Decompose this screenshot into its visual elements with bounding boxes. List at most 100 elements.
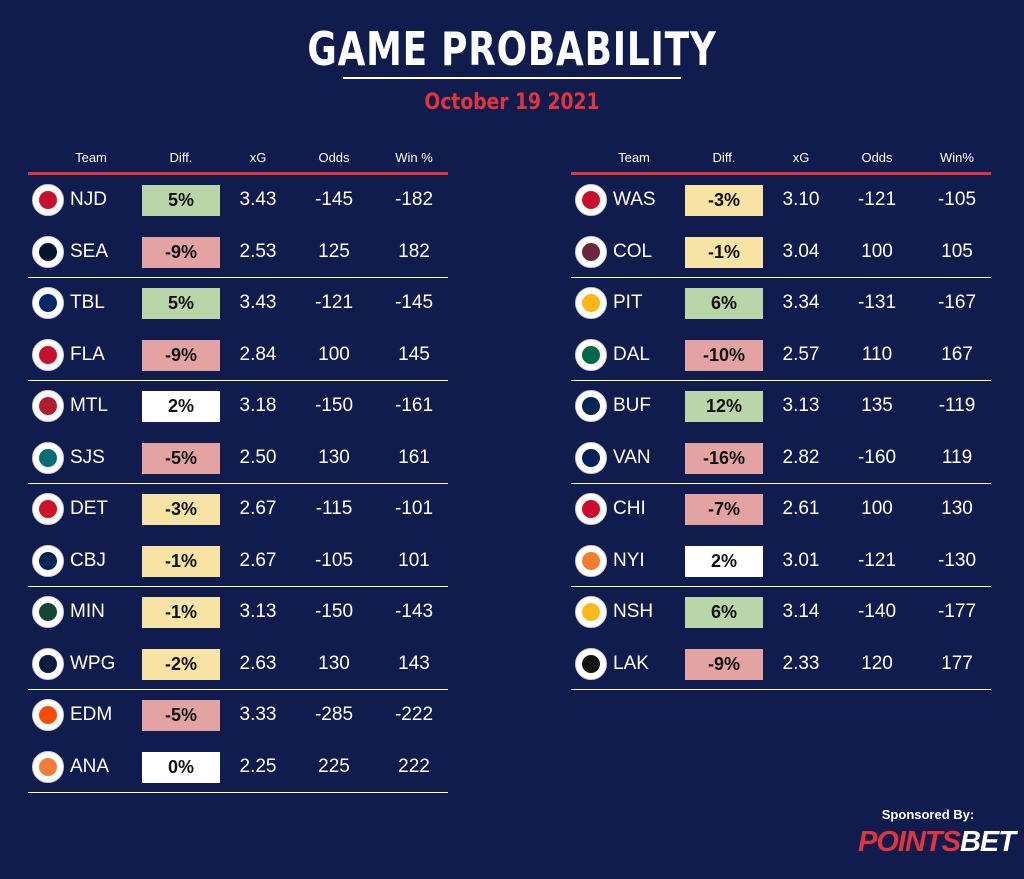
win-value: 182 — [398, 240, 430, 262]
team-abbr: NSH — [613, 601, 654, 622]
xg-value: 2.50 — [239, 446, 277, 468]
odds-value: -105 — [314, 549, 354, 571]
team-logo-icon — [32, 184, 64, 216]
xg-value: 2.67 — [239, 498, 277, 519]
xg-value: 3.13 — [782, 395, 820, 416]
win-value: 119 — [941, 446, 973, 468]
team-abbr: DAL — [613, 343, 650, 365]
diff-badge: -7% — [685, 494, 763, 525]
xg-value: 3.04 — [782, 240, 820, 262]
team-logo-icon — [575, 596, 607, 628]
xg-value: 2.53 — [239, 240, 277, 262]
diff-badge: -3% — [142, 494, 220, 525]
team-logo-icon — [575, 441, 607, 474]
diff-badge: -9% — [142, 236, 220, 268]
table-row: DAL -10% 2.57 110 167 — [571, 330, 991, 382]
team-abbr: MTL — [70, 395, 108, 416]
team-logo-icon — [32, 493, 64, 525]
team-abbr: LAK — [613, 652, 649, 674]
win-value: 161 — [398, 446, 430, 468]
table-row: VAN -16% 2.82 -160 119 — [571, 433, 991, 485]
right-table: Team Diff. xG Odds Win% WAS -3% 3.10 -121 -1… — [571, 144, 991, 690]
win-value: -130 — [937, 549, 977, 571]
xg-value: 2.33 — [782, 652, 820, 674]
xg-value: 3.13 — [239, 601, 277, 622]
table-row: WAS -3% 3.10 -121 -105 — [571, 175, 991, 227]
xg-value: 3.43 — [239, 292, 277, 313]
page-title: GAME PROBABILITY — [307, 22, 717, 76]
win-value: 143 — [398, 652, 430, 674]
team-abbr: FLA — [70, 343, 105, 365]
header-odds: Odds — [318, 150, 350, 165]
table-row: CHI -7% 2.61 100 130 — [571, 484, 991, 536]
diff-badge: 5% — [142, 185, 220, 216]
xg-value: 2.84 — [239, 343, 277, 365]
team-abbr: DET — [70, 498, 108, 519]
right-table-body: WAS -3% 3.10 -121 -105 COL -1% 3.04 100 105 PIT 6% 3… — [571, 175, 991, 690]
diff-badge: -16% — [685, 442, 763, 474]
xg-value: 3.01 — [782, 549, 820, 571]
team-abbr: CHI — [613, 498, 646, 519]
win-value: -105 — [937, 189, 977, 210]
diff-badge: 6% — [685, 288, 763, 319]
table-row: SJS -5% 2.50 130 161 — [28, 433, 448, 485]
odds-value: -150 — [314, 395, 354, 416]
diff-badge: -3% — [685, 185, 763, 216]
odds-value: 225 — [318, 755, 350, 777]
team-abbr: EDM — [70, 704, 113, 725]
win-value: 130 — [941, 498, 973, 519]
win-value: -161 — [394, 395, 434, 416]
odds-value: -115 — [315, 498, 353, 519]
win-value: 145 — [398, 343, 430, 365]
diff-badge: -1% — [685, 236, 763, 268]
odds-value: -121 — [314, 292, 354, 313]
table-row: NSH 6% 3.14 -140 -177 — [571, 587, 991, 639]
team-abbr: VAN — [613, 446, 651, 468]
sponsor-logo: POINTSBET — [858, 826, 1016, 859]
team-logo-icon — [32, 750, 64, 783]
header-xg: xG — [792, 150, 810, 165]
win-value: 101 — [398, 549, 430, 571]
team-logo-icon — [575, 338, 607, 371]
odds-value: -140 — [857, 601, 897, 622]
team-logo-icon — [32, 338, 64, 371]
team-abbr: COL — [613, 240, 653, 262]
odds-value: 135 — [861, 395, 893, 416]
table-row: DET -3% 2.67 -115 -101 — [28, 484, 448, 536]
header-team: Team — [618, 150, 650, 165]
diff-badge: 2% — [142, 391, 220, 422]
table-row: COL -1% 3.04 100 105 — [571, 227, 991, 279]
odds-value: -121 — [857, 549, 897, 571]
win-value: 177 — [941, 652, 973, 674]
header-win: Win% — [940, 150, 974, 165]
table-row: CBJ -1% 2.67 -105 101 — [28, 536, 448, 588]
table-row: NJD 5% 3.43 -145 -182 — [28, 175, 448, 227]
win-value: -101 — [394, 498, 434, 519]
diff-badge: -1% — [142, 597, 220, 628]
odds-value: 100 — [861, 498, 893, 519]
diff-badge: 6% — [685, 597, 763, 628]
team-abbr: SJS — [70, 446, 105, 468]
left-table-header: Team Diff. xG Odds Win % — [28, 144, 448, 175]
odds-value: -131 — [857, 292, 897, 313]
xg-value: 3.18 — [239, 395, 277, 416]
header-diff: Diff. — [169, 150, 193, 165]
win-value: -119 — [938, 395, 976, 416]
team-abbr: ANA — [70, 755, 110, 777]
team-abbr: NJD — [70, 189, 107, 210]
diff-badge: 2% — [685, 545, 763, 577]
xg-value: 2.67 — [239, 549, 277, 571]
diff-badge: 0% — [142, 751, 220, 783]
table-row: NYI 2% 3.01 -121 -130 — [571, 536, 991, 588]
diff-badge: -9% — [142, 339, 220, 371]
team-logo-icon — [32, 699, 64, 731]
diff-badge: -10% — [685, 339, 763, 371]
odds-value: 100 — [318, 343, 350, 365]
team-logo-icon — [32, 544, 64, 577]
xg-value: 3.33 — [239, 704, 277, 725]
xg-value: 2.63 — [239, 652, 277, 674]
diff-badge: 12% — [685, 391, 763, 422]
odds-value: -150 — [314, 601, 354, 622]
xg-value: 2.25 — [239, 755, 277, 777]
team-logo-icon — [575, 647, 607, 680]
